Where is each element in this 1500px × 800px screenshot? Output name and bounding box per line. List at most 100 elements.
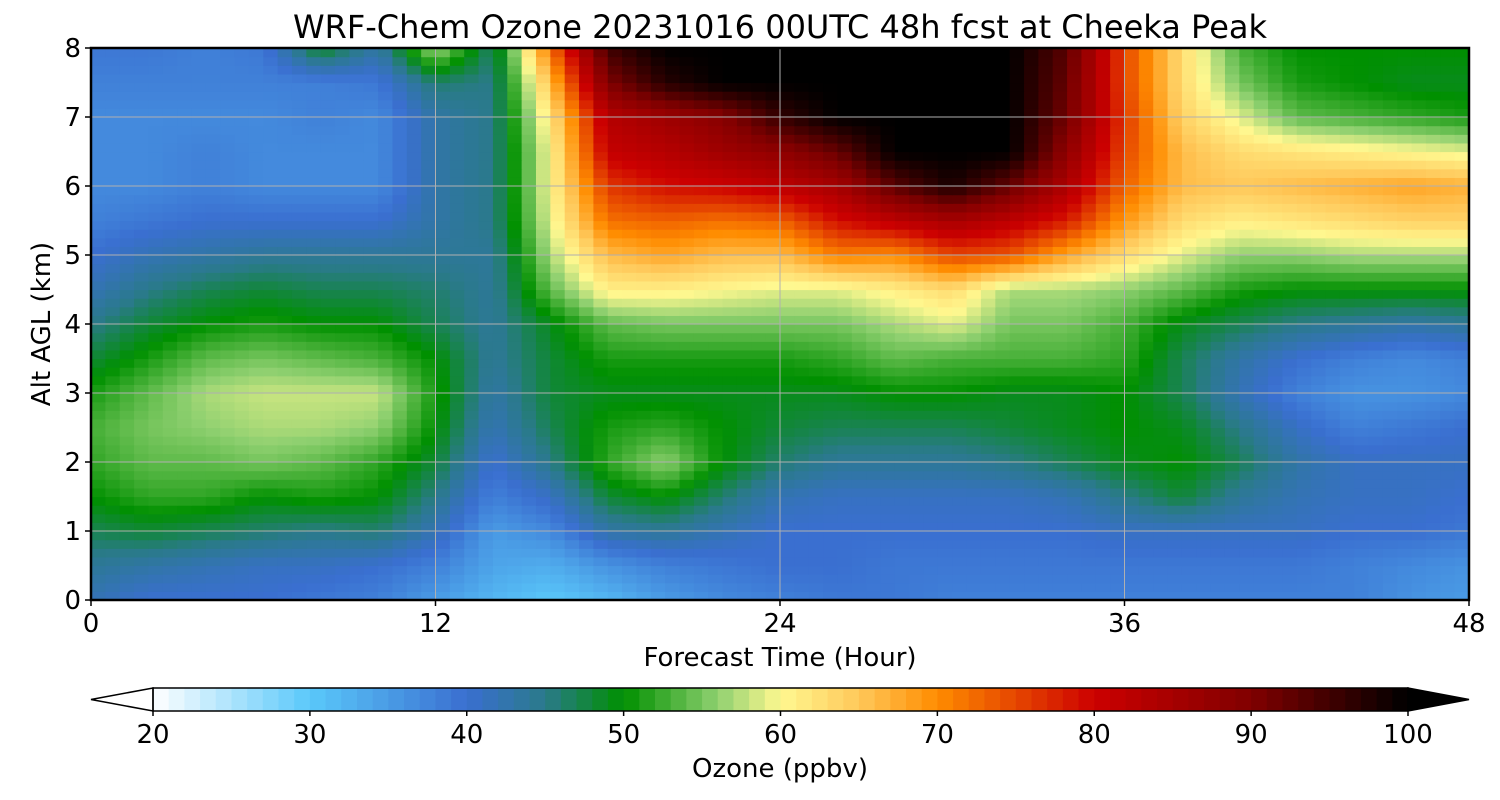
heatmap-cell <box>91 367 106 377</box>
heatmap-cell <box>306 513 322 523</box>
heatmap-cell <box>736 462 752 472</box>
heatmap-cell <box>134 306 150 316</box>
heatmap-cell <box>1153 453 1169 463</box>
heatmap-cell <box>751 246 767 256</box>
heatmap-cell <box>751 160 767 170</box>
heatmap-cell <box>736 418 752 429</box>
heatmap-cell <box>909 160 925 170</box>
heatmap-cell <box>91 177 106 187</box>
heatmap-cell <box>851 436 867 446</box>
heatmap-cell <box>177 358 193 368</box>
heatmap-cell <box>880 306 896 316</box>
heatmap-cell <box>205 194 221 204</box>
heatmap-cell <box>579 453 594 463</box>
heatmap-cell <box>1339 255 1355 265</box>
heatmap-cell <box>780 255 795 265</box>
heatmap-cell <box>435 496 451 506</box>
heatmap-cell <box>1440 151 1456 161</box>
heatmap-cell <box>464 462 480 472</box>
heatmap-cell <box>765 418 781 429</box>
heatmap-cell <box>1239 582 1255 592</box>
heatmap-cell <box>1067 462 1083 472</box>
heatmap-cell <box>665 246 681 256</box>
heatmap-cell <box>234 462 250 472</box>
heatmap-cell <box>579 393 594 403</box>
heatmap-cell <box>435 177 451 187</box>
heatmap-cell <box>134 496 150 506</box>
heatmap-cell <box>593 531 609 541</box>
heatmap-cell <box>205 298 221 308</box>
heatmap-cell <box>1153 410 1169 420</box>
heatmap-cell <box>263 186 279 196</box>
heatmap-cell <box>894 272 910 282</box>
heatmap-cell <box>579 505 594 515</box>
heatmap-cell <box>349 436 365 446</box>
heatmap-cell <box>406 444 422 454</box>
heatmap-cell <box>550 384 566 394</box>
heatmap-cell <box>248 367 264 377</box>
heatmap-cell <box>1067 151 1083 161</box>
heatmap-cell <box>1425 548 1441 558</box>
heatmap-cell <box>708 255 724 265</box>
heatmap-cell <box>751 522 767 532</box>
heatmap-cell <box>607 470 623 480</box>
heatmap-cell <box>1110 211 1126 222</box>
heatmap-cell <box>837 556 853 567</box>
heatmap-cell <box>708 168 724 178</box>
heatmap-cell <box>722 211 738 222</box>
heatmap-cell <box>464 332 480 342</box>
heatmap-cell <box>363 229 379 239</box>
heatmap-cell <box>550 565 566 575</box>
heatmap-cell <box>1224 255 1240 265</box>
heatmap-cell <box>593 358 609 368</box>
heatmap-cell <box>1138 487 1154 498</box>
heatmap-cell <box>1052 298 1068 308</box>
heatmap-cell <box>780 298 795 308</box>
heatmap-cell <box>320 246 336 256</box>
heatmap-cell <box>91 349 106 360</box>
heatmap-cell <box>1282 194 1298 204</box>
heatmap-cell <box>363 211 379 222</box>
heatmap-cell <box>980 263 996 273</box>
heatmap-cell <box>736 393 752 403</box>
heatmap-cell <box>1052 272 1068 282</box>
heatmap-cell <box>808 410 824 420</box>
heatmap-cell <box>1397 194 1413 204</box>
heatmap-cell <box>478 462 494 472</box>
heatmap-cell <box>1181 229 1197 239</box>
heatmap-cell <box>1239 194 1255 204</box>
heatmap-cell <box>378 410 394 420</box>
heatmap-cell <box>607 341 623 351</box>
heatmap-cell <box>866 194 882 204</box>
heatmap-cell <box>1311 418 1327 429</box>
heatmap-cell <box>665 272 681 282</box>
heatmap-cell <box>1009 358 1025 368</box>
heatmap-cell <box>378 246 394 256</box>
heatmap-cell <box>966 487 982 498</box>
heatmap-cell <box>1239 401 1255 411</box>
heatmap-cell <box>607 160 623 170</box>
heatmap-cell <box>277 289 293 299</box>
heatmap-cell <box>952 263 968 273</box>
heatmap-cell <box>1224 513 1240 523</box>
heatmap-cell <box>579 582 594 592</box>
heatmap-cell <box>406 582 422 592</box>
heatmap-cell <box>1110 246 1126 256</box>
heatmap-cell <box>492 548 508 558</box>
heatmap-cell <box>91 263 106 273</box>
heatmap-cell <box>1296 574 1312 584</box>
heatmap-cell <box>851 505 867 515</box>
heatmap-cell <box>220 436 236 446</box>
heatmap-cell <box>1411 556 1427 567</box>
heatmap-cell <box>593 177 609 187</box>
heatmap-cell <box>177 531 193 541</box>
heatmap-cell <box>1382 341 1398 351</box>
heatmap-cell <box>277 194 293 204</box>
heatmap-cell <box>1124 591 1140 600</box>
heatmap-cell <box>1425 349 1441 360</box>
heatmap-cell <box>579 168 594 178</box>
heatmap-cell <box>1454 479 1469 489</box>
heatmap-cell <box>406 367 422 377</box>
heatmap-cell <box>1354 272 1370 282</box>
heatmap-cell <box>1325 203 1341 213</box>
